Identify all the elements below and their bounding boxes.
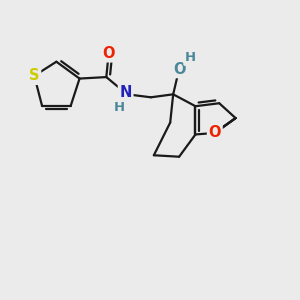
Text: H: H (114, 101, 125, 114)
Text: N: N (119, 85, 132, 100)
Text: O: O (102, 46, 115, 61)
Text: O: O (173, 61, 185, 76)
Text: H: H (185, 51, 196, 64)
Text: O: O (208, 125, 221, 140)
Text: S: S (29, 68, 40, 83)
